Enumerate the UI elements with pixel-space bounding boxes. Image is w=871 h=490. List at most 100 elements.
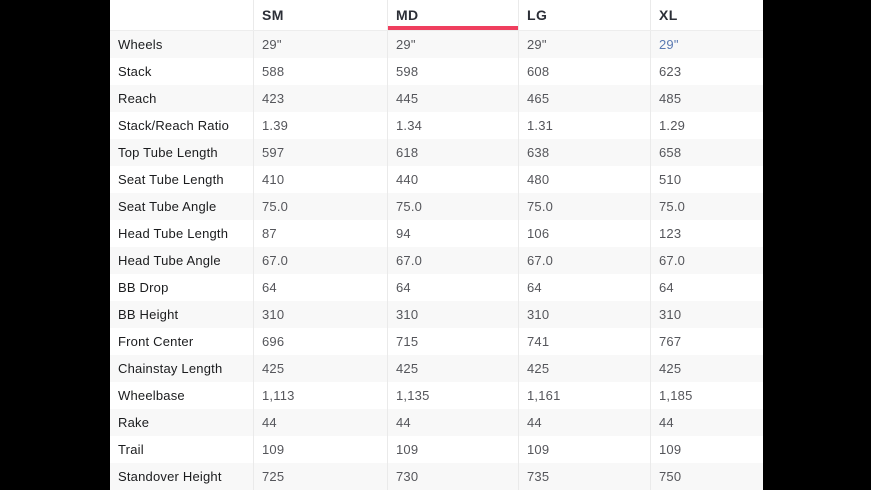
table-row: Trail 109 109 109 109 <box>110 436 763 463</box>
cell-lg: 64 <box>518 274 650 301</box>
cell-xl[interactable]: 29" <box>650 31 763 58</box>
cell-sm: 87 <box>253 220 387 247</box>
cell-lg: 310 <box>518 301 650 328</box>
cell-sm: 1.39 <box>253 112 387 139</box>
row-label: Reach <box>118 91 157 106</box>
row-label: Stack <box>118 64 152 79</box>
row-label: Top Tube Length <box>118 145 218 160</box>
geometry-table: SM MD LG XL Wheels 29" 29" 29" 29" Stack 588 598 60… <box>110 0 763 490</box>
cell-md: 440 <box>387 166 518 193</box>
cell-xl: 658 <box>650 139 763 166</box>
cell-sm: 588 <box>253 58 387 85</box>
table-row: Front Center 696 715 741 767 <box>110 328 763 355</box>
table-body: Wheels 29" 29" 29" 29" Stack 588 598 608 623 Reach… <box>110 31 763 490</box>
cell-md: 598 <box>387 58 518 85</box>
cell-md: 715 <box>387 328 518 355</box>
cell-sm: 310 <box>253 301 387 328</box>
table-row: Stack/Reach Ratio 1.39 1.34 1.31 1.29 <box>110 112 763 139</box>
cell-md: 94 <box>387 220 518 247</box>
row-label: Seat Tube Length <box>118 172 224 187</box>
row-label: Standover Height <box>118 469 222 484</box>
cell-md: 618 <box>387 139 518 166</box>
table-row: BB Height 310 310 310 310 <box>110 301 763 328</box>
size-tab-md[interactable]: MD <box>387 0 518 30</box>
table-row: Rake 44 44 44 44 <box>110 409 763 436</box>
table-row: Standover Height 725 730 735 750 <box>110 463 763 490</box>
cell-xl: 44 <box>650 409 763 436</box>
cell-xl: 1.29 <box>650 112 763 139</box>
letterbox-left <box>0 0 110 490</box>
cell-sm: 75.0 <box>253 193 387 220</box>
cell-md: 310 <box>387 301 518 328</box>
row-label: Trail <box>118 442 144 457</box>
table-row: Chainstay Length 425 425 425 425 <box>110 355 763 382</box>
cell-md: 730 <box>387 463 518 490</box>
cell-sm: 410 <box>253 166 387 193</box>
row-label: Wheels <box>118 37 163 52</box>
cell-sm: 696 <box>253 328 387 355</box>
cell-xl: 67.0 <box>650 247 763 274</box>
cell-lg: 608 <box>518 58 650 85</box>
cell-sm: 1,113 <box>253 382 387 409</box>
cell-lg: 109 <box>518 436 650 463</box>
row-label: Stack/Reach Ratio <box>118 118 230 133</box>
cell-sm: 425 <box>253 355 387 382</box>
cell-lg: 425 <box>518 355 650 382</box>
letterbox-right <box>763 0 871 490</box>
cell-md: 44 <box>387 409 518 436</box>
size-tabs-header-row: SM MD LG XL <box>110 0 763 31</box>
table-row: Seat Tube Angle 75.0 75.0 75.0 75.0 <box>110 193 763 220</box>
size-tab-lg[interactable]: LG <box>518 0 650 30</box>
cell-md: 425 <box>387 355 518 382</box>
row-label: Rake <box>118 415 150 430</box>
cell-md: 1,135 <box>387 382 518 409</box>
cell-lg: 44 <box>518 409 650 436</box>
cell-xl: 485 <box>650 85 763 112</box>
cell-xl: 109 <box>650 436 763 463</box>
row-label: BB Drop <box>118 280 169 295</box>
cell-lg: 75.0 <box>518 193 650 220</box>
cell-md: 64 <box>387 274 518 301</box>
size-tab-sm[interactable]: SM <box>253 0 387 30</box>
corner-header-cell <box>110 0 253 30</box>
row-label: Head Tube Length <box>118 226 229 241</box>
table-row: Stack 588 598 608 623 <box>110 58 763 85</box>
cell-xl: 123 <box>650 220 763 247</box>
table-row: Head Tube Length 87 94 106 123 <box>110 220 763 247</box>
row-label: Seat Tube Angle <box>118 199 217 214</box>
cell-md: 445 <box>387 85 518 112</box>
cell-xl: 750 <box>650 463 763 490</box>
cell-lg: 465 <box>518 85 650 112</box>
row-label: Head Tube Angle <box>118 253 221 268</box>
table-row: Wheelbase 1,113 1,135 1,161 1,185 <box>110 382 763 409</box>
cell-sm: 67.0 <box>253 247 387 274</box>
cell-xl: 623 <box>650 58 763 85</box>
size-tab-xl[interactable]: XL <box>650 0 763 30</box>
cell-sm: 725 <box>253 463 387 490</box>
cell-xl: 767 <box>650 328 763 355</box>
cell-md: 1.34 <box>387 112 518 139</box>
cell-lg: 29" <box>518 31 650 58</box>
cell-lg: 67.0 <box>518 247 650 274</box>
row-label: BB Height <box>118 307 179 322</box>
cell-lg: 480 <box>518 166 650 193</box>
cell-lg: 1.31 <box>518 112 650 139</box>
cell-lg: 638 <box>518 139 650 166</box>
cell-sm: 423 <box>253 85 387 112</box>
cell-xl: 75.0 <box>650 193 763 220</box>
row-label: Chainstay Length <box>118 361 223 376</box>
cell-sm: 29" <box>253 31 387 58</box>
row-label: Front Center <box>118 334 194 349</box>
cell-sm: 64 <box>253 274 387 301</box>
cell-sm: 44 <box>253 409 387 436</box>
cell-md: 109 <box>387 436 518 463</box>
table-row: Reach 423 445 465 485 <box>110 85 763 112</box>
cell-md: 75.0 <box>387 193 518 220</box>
table-row: Top Tube Length 597 618 638 658 <box>110 139 763 166</box>
cell-sm: 109 <box>253 436 387 463</box>
table-row: BB Drop 64 64 64 64 <box>110 274 763 301</box>
cell-md: 29" <box>387 31 518 58</box>
cell-xl: 1,185 <box>650 382 763 409</box>
cell-md: 67.0 <box>387 247 518 274</box>
